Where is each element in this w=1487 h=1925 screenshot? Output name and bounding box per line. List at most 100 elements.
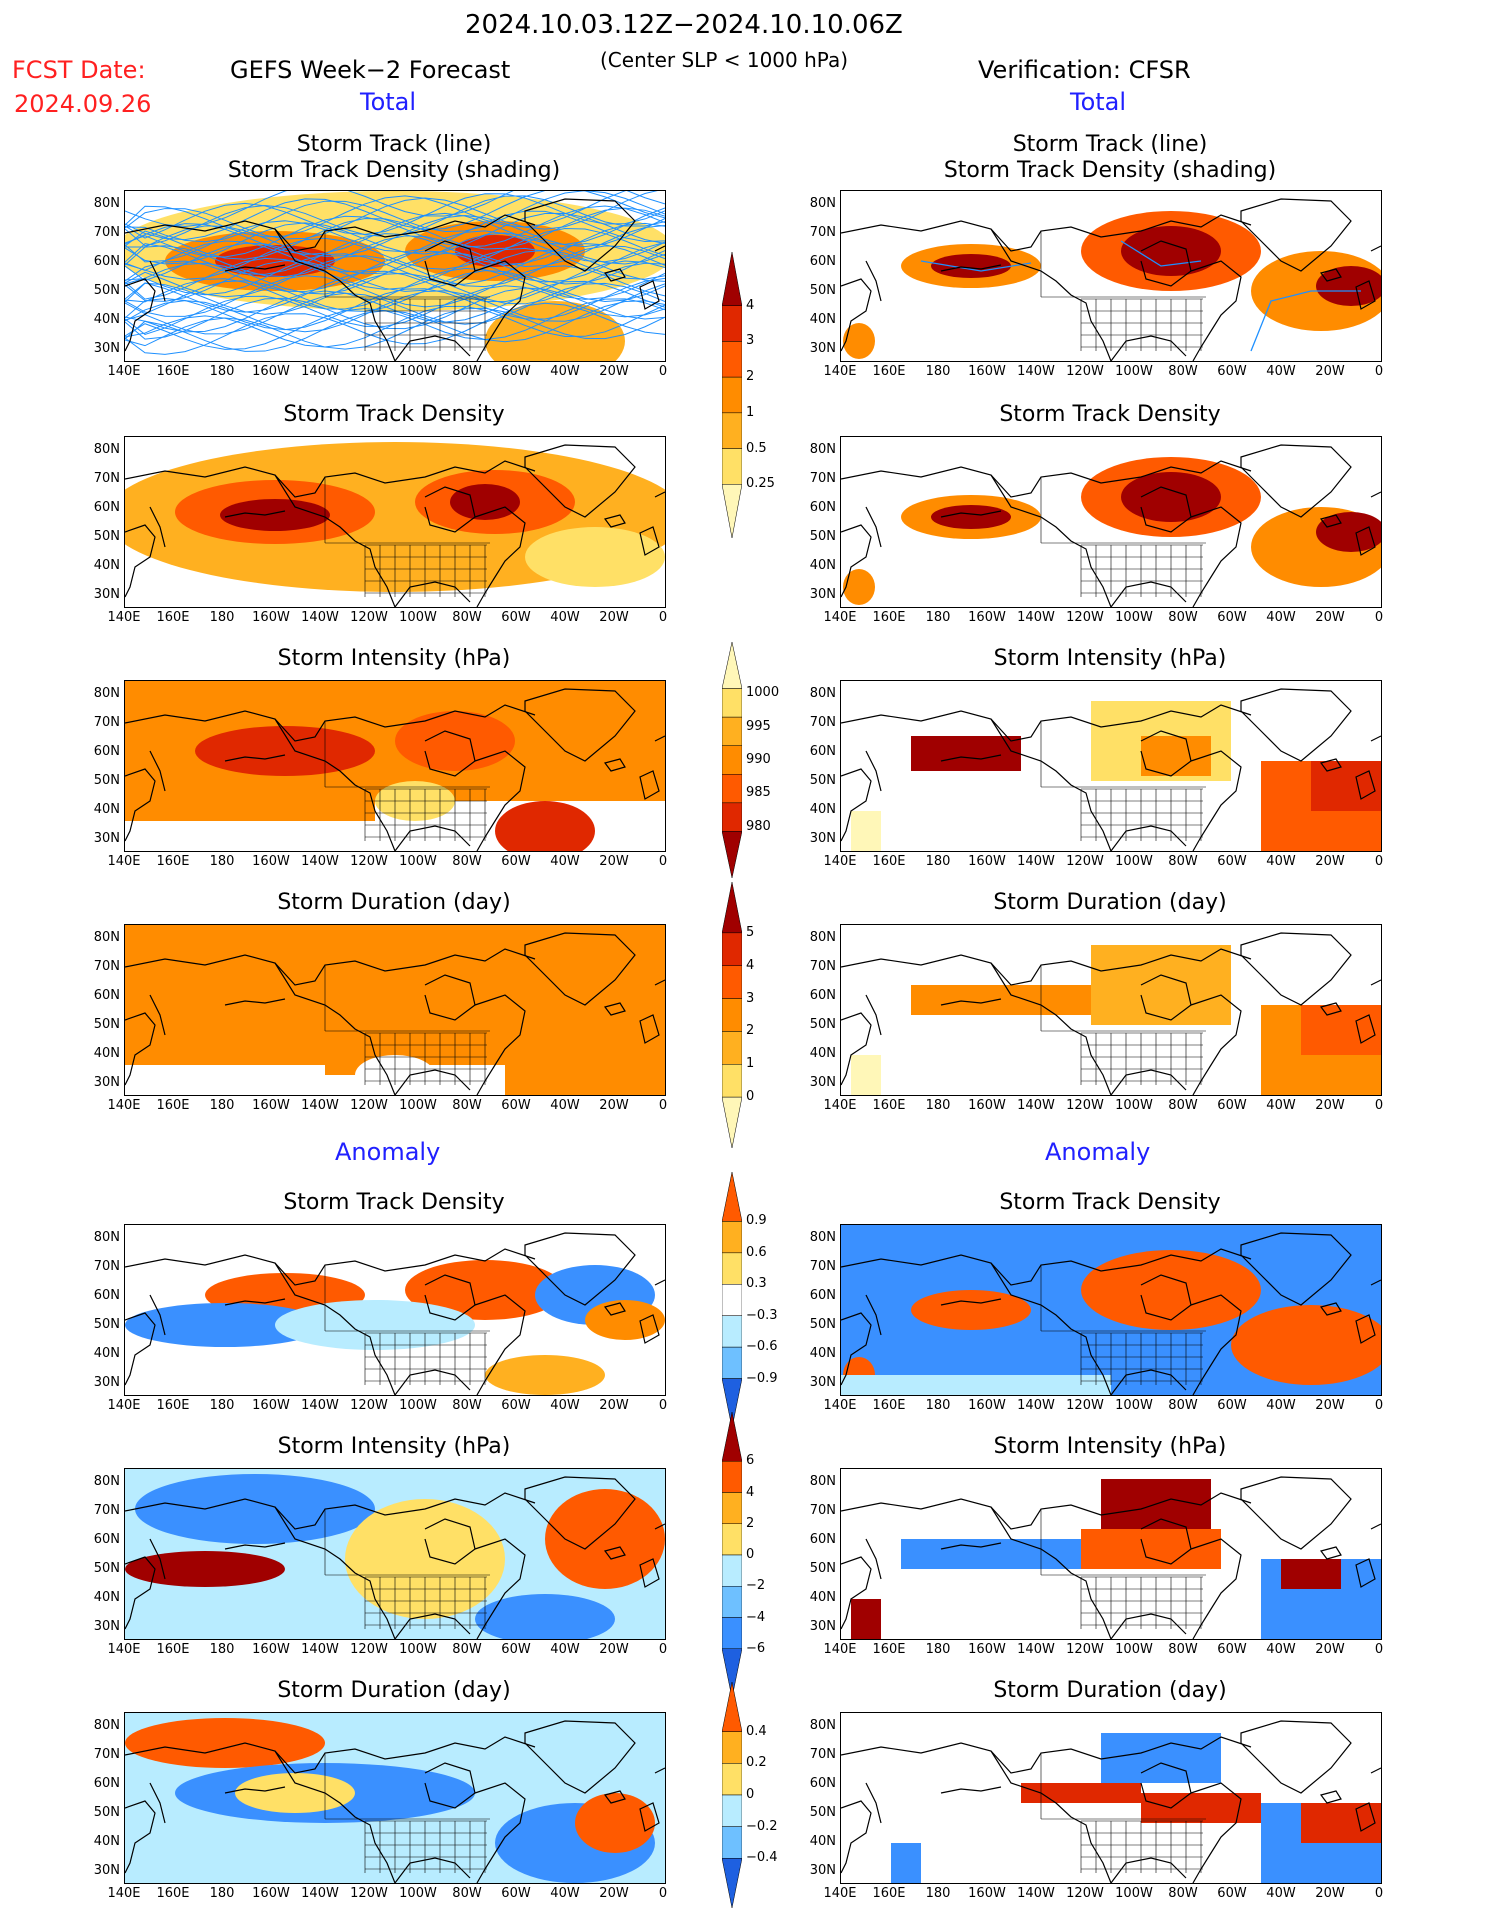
colorbar-label: −0.3: [746, 1307, 778, 1323]
colorbar-label: 3: [746, 990, 755, 1006]
lat-label: 70N: [93, 715, 120, 730]
colorbar-label: 4: [746, 297, 755, 313]
lon-label: 0: [1374, 610, 1384, 625]
map-panel: [124, 436, 666, 608]
lon-label: 20W: [599, 1886, 629, 1901]
map-field: [125, 1232, 665, 1395]
lon-label: 100W: [1115, 1098, 1153, 1113]
colorbar-label: −0.4: [746, 1850, 778, 1866]
colorbar: [722, 251, 742, 539]
panel-title: Storm Intensity (hPa): [993, 1434, 1227, 1459]
lat-label: 30N: [93, 1375, 120, 1390]
lon-label: 160W: [252, 1642, 290, 1657]
colorbar: [722, 1411, 742, 1699]
right-title: Verification: CFSR: [978, 56, 1191, 84]
lon-label: 180: [925, 854, 951, 869]
lon-label: 140W: [1017, 364, 1055, 379]
lon-label: 160W: [968, 1642, 1006, 1657]
lat-label: 30N: [93, 1075, 120, 1090]
state-borders: [324, 1509, 490, 1629]
lat-label: 80N: [809, 196, 836, 211]
lat-label: 50N: [93, 1805, 120, 1820]
lon-label: 40W: [550, 1398, 580, 1413]
lat-label: 40N: [809, 802, 836, 817]
panel-title: Storm Track Density: [999, 1190, 1221, 1215]
lon-label: 100W: [399, 854, 437, 869]
lat-label: 30N: [93, 1863, 120, 1878]
lon-label: 160W: [252, 854, 290, 869]
lon-label: 80W: [1168, 1098, 1198, 1113]
lat-label: 80N: [93, 1474, 120, 1489]
lon-label: 180: [925, 1398, 951, 1413]
lon-label: 140E: [107, 364, 141, 379]
lon-label: 140E: [823, 364, 857, 379]
map-panel: [124, 1468, 666, 1640]
lon-label: 180: [925, 1642, 951, 1657]
left-total-label: Total: [360, 88, 417, 116]
lon-label: 60W: [1217, 1098, 1247, 1113]
lon-label: 160E: [872, 364, 906, 379]
lon-label: 20W: [1315, 854, 1345, 869]
lon-label: 40W: [1266, 610, 1296, 625]
colorbar-label: 0: [746, 1787, 755, 1802]
lon-label: 180: [209, 364, 235, 379]
lat-label: 30N: [809, 1075, 836, 1090]
lat-label: 80N: [809, 442, 836, 457]
map-field: [125, 191, 665, 361]
panel-title: Storm Track (line): [1012, 132, 1208, 157]
storm-tracks: [920, 240, 1361, 352]
period-title: 2024.10.03.12Z−2024.10.10.06Z: [465, 10, 903, 40]
colorbar-label: 0: [746, 1547, 755, 1562]
lat-label: 80N: [809, 930, 836, 945]
lon-label: 160W: [252, 1398, 290, 1413]
panel-title: Storm Intensity (hPa): [277, 1434, 511, 1459]
lon-label: 20W: [599, 854, 629, 869]
lon-label: 180: [209, 1398, 235, 1413]
lon-label: 140W: [1017, 1098, 1055, 1113]
lon-label: 0: [1374, 364, 1384, 379]
lat-label: 80N: [809, 1474, 836, 1489]
lon-label: 160W: [252, 1098, 290, 1113]
lon-label: 0: [1374, 1642, 1384, 1657]
lat-label: 40N: [809, 558, 836, 573]
lon-label: 40W: [1266, 1398, 1296, 1413]
lon-label: 80W: [1168, 1398, 1198, 1413]
lon-label: 80W: [452, 1398, 482, 1413]
lon-label: 120W: [1066, 1098, 1104, 1113]
lat-label: 30N: [809, 587, 836, 602]
lon-label: 20W: [599, 1398, 629, 1413]
lon-label: 80W: [1168, 610, 1198, 625]
map-panel: [124, 680, 666, 852]
lat-label: 60N: [809, 254, 836, 269]
lat-label: 40N: [809, 1346, 836, 1361]
lon-label: 0: [658, 854, 668, 869]
lat-label: 60N: [809, 744, 836, 759]
lon-label: 140W: [301, 854, 339, 869]
lon-label: 20W: [1315, 1098, 1345, 1113]
lon-label: 140W: [1017, 1886, 1055, 1901]
map-panel: [840, 190, 1382, 362]
lat-label: 50N: [93, 1017, 120, 1032]
state-borders: [1040, 1509, 1206, 1629]
lon-label: 60W: [501, 1642, 531, 1657]
fcst-date: 2024.09.26: [14, 90, 152, 118]
lon-label: 20W: [599, 610, 629, 625]
lon-label: 180: [925, 364, 951, 379]
lon-label: 160W: [968, 1886, 1006, 1901]
lon-label: 120W: [350, 1886, 388, 1901]
lat-label: 40N: [809, 1046, 836, 1061]
panel-title: Storm Track Density: [999, 402, 1221, 427]
lon-label: 100W: [399, 364, 437, 379]
lon-label: 60W: [501, 1398, 531, 1413]
colorbar-label: −0.9: [746, 1370, 778, 1386]
lon-label: 60W: [501, 364, 531, 379]
map-field: [841, 932, 1381, 1095]
lon-label: 140W: [301, 1398, 339, 1413]
lon-label: 60W: [1217, 1642, 1247, 1657]
lat-label: 60N: [809, 500, 836, 515]
coastline-outline: [125, 1720, 665, 1883]
lon-label: 160W: [968, 610, 1006, 625]
lat-label: 80N: [93, 930, 120, 945]
lon-label: 80W: [1168, 854, 1198, 869]
lat-label: 50N: [93, 773, 120, 788]
